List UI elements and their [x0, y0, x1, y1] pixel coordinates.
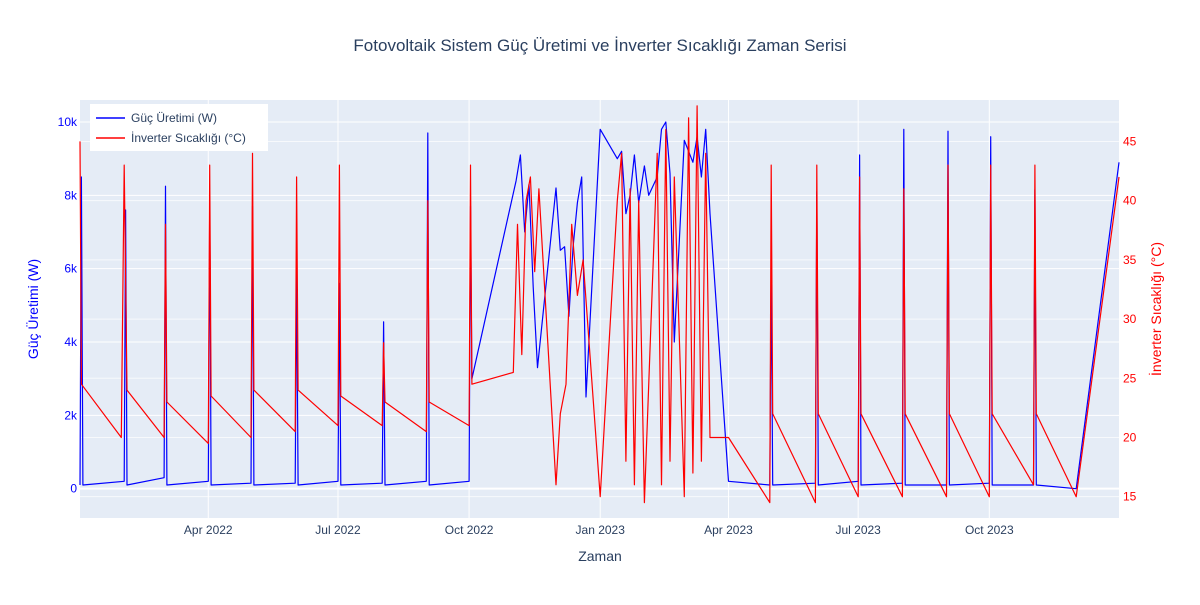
y2-tick-label-2: 25 — [1123, 371, 1137, 385]
y2-tick-label-1: 20 — [1123, 430, 1137, 444]
y-tick-label-4: 8k — [64, 188, 78, 202]
legend-label-temperature: İnverter Sıcaklığı (°C) — [131, 131, 246, 145]
legend-box — [90, 104, 268, 151]
y-tick-label-5: 10k — [58, 115, 78, 129]
y2-tick-label-4: 35 — [1123, 253, 1137, 267]
series-layer — [79, 105, 1120, 504]
y-tick-label-0: 0 — [70, 482, 77, 496]
x-tick-label-3: Jan 2023 — [576, 523, 626, 537]
legend-item-power[interactable]: Güç Üretimi (W) — [96, 111, 217, 125]
legend[interactable]: Güç Üretimi (W) İnverter Sıcaklığı (°C) — [90, 104, 268, 151]
x-axis-title: Zaman — [578, 548, 622, 564]
plot-area — [80, 100, 1119, 518]
y-axis-right: 15 20 25 30 35 40 45 — [1123, 134, 1137, 503]
legend-label-power: Güç Üretimi (W) — [131, 111, 217, 125]
x-tick-label-1: Jul 2022 — [315, 523, 361, 537]
y-axis-left: 0 2k 4k 6k 8k 10k — [58, 115, 78, 496]
y2-tick-label-6: 45 — [1123, 134, 1137, 148]
y2-tick-label-0: 15 — [1123, 490, 1137, 504]
x-tick-label-0: Apr 2022 — [184, 523, 233, 537]
y2-tick-label-3: 30 — [1123, 312, 1137, 326]
x-tick-label-5: Jul 2023 — [835, 523, 881, 537]
x-tick-label-4: Apr 2023 — [704, 523, 753, 537]
series-line-temperature — [79, 105, 1120, 504]
y-tick-label-3: 6k — [64, 262, 78, 276]
chart-title: Fotovoltaik Sistem Güç Üretimi ve İnvert… — [353, 36, 846, 55]
x-tick-label-2: Oct 2022 — [445, 523, 494, 537]
y2-axis-title: İnverter Sıcaklığı (°C) — [1147, 242, 1164, 376]
y-axis-title: Güç Üretimi (W) — [24, 259, 41, 359]
y-tick-label-2: 4k — [64, 335, 78, 349]
x-tick-label-6: Oct 2023 — [965, 523, 1014, 537]
legend-item-temperature[interactable]: İnverter Sıcaklığı (°C) — [96, 131, 246, 145]
y-tick-label-1: 2k — [64, 408, 78, 422]
y2-tick-label-5: 40 — [1123, 194, 1137, 208]
x-axis: Apr 2022 Jul 2022 Oct 2022 Jan 2023 Apr 2023… — [184, 523, 1014, 537]
